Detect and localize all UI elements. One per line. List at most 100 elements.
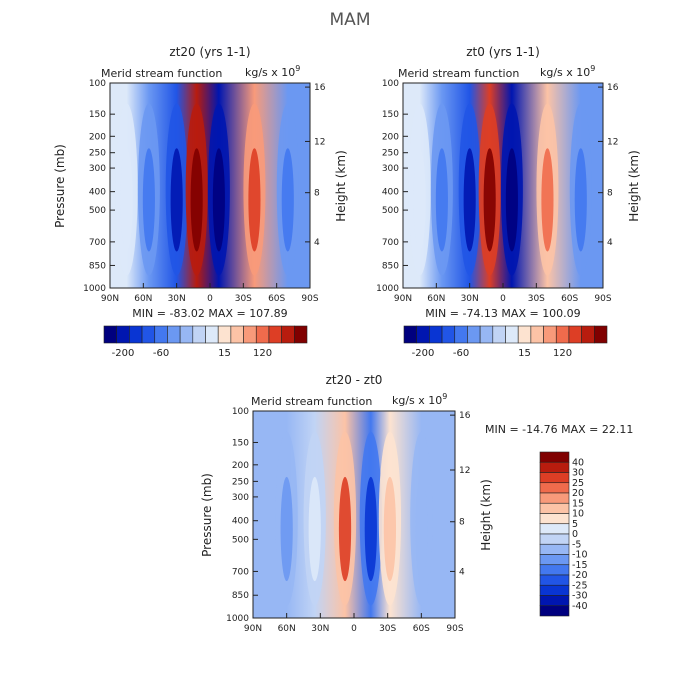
colorbar-label: -5 [572,539,581,550]
height-tick-label: 4 [459,567,465,577]
y-tick-label: 850 [232,591,249,601]
x-tick-label: 90S [446,624,463,634]
y-axis-label: Pressure (mb) [200,473,214,557]
colorbar-swatch [403,325,417,344]
colorbar [103,325,308,344]
colorbar-swatch [539,482,570,494]
colorbar-labels: -200 -60 15 120 [412,348,572,359]
colorbar-label: 15 [572,498,584,509]
contour-core [170,148,183,252]
contour-core [248,148,261,252]
y-tick-label: 250 [232,477,249,487]
colorbar-label: 25 [572,478,584,489]
contour-core [364,476,377,582]
x-tick-label: 60S [561,294,578,304]
contour-core [120,148,133,252]
colorbar-swatch [454,325,468,344]
stats-text: MIN = -83.02 MAX = 107.89 [132,307,287,320]
y-tick-label: 200 [382,132,399,142]
colorbar-swatch [594,325,608,344]
colorbar-swatch [416,325,430,344]
colorbar-swatch [179,325,194,344]
x-tick-label: 90S [594,294,611,304]
panel-title: zt0 (yrs 1-1) [466,45,540,59]
panel-zt20: zt20 (yrs 1-1) Merid stream function kg/… [53,45,348,359]
colorbar-swatch [539,543,570,555]
colorbar-swatch [167,325,181,344]
colorbar-label: 20 [572,488,584,499]
x-tick-label: 90N [394,294,412,304]
colorbar-label: -10 [572,550,588,561]
x-tick-label: 90S [301,294,318,304]
x-tick-label: 0 [351,624,357,634]
x-tick-label: 0 [207,294,213,304]
height-axis: 16 12 8 4 [598,83,619,248]
contour-core [483,148,496,252]
y-tick-label: 500 [232,535,249,545]
colorbar-label: -60 [453,348,469,359]
contour-core [435,148,448,252]
y-tick-label: 1000 [376,284,399,294]
colorbar-swatch [294,325,308,344]
x-tick-label: 30N [461,294,479,304]
colorbar-labels: -200 -60 15 120 [112,348,272,359]
colorbar-swatch [281,325,295,344]
height-tick-label: 8 [607,189,613,199]
panel-title: zt20 (yrs 1-1) [169,45,250,59]
colorbar-swatch [505,325,519,344]
colorbar-label: 15 [218,348,231,359]
y-tick-label: 700 [382,238,399,248]
colorbar-swatch [555,325,570,344]
y-tick-label: 400 [382,188,399,198]
colorbar-swatch [539,564,570,576]
panel-subtitle: Merid stream function [398,67,519,80]
colorbar-swatch [116,325,130,344]
y-tick-label: 400 [232,517,249,527]
x-tick-label: 30N [311,624,329,634]
colorbar [539,451,570,617]
panel-title: zt20 - zt0 [326,373,383,387]
colorbar-swatch [539,584,570,596]
contour-cells [115,103,299,276]
x-tick-label: 60N [427,294,445,304]
height-axis-label: Height (km) [627,150,641,221]
y-tick-label: 150 [382,110,399,120]
colorbar-swatch [539,533,570,545]
y-tick-label: 700 [232,567,249,577]
colorbar-swatch [530,325,544,344]
colorbar-swatch [539,451,570,463]
x-tick-label: 60S [268,294,285,304]
height-tick-label: 16 [607,83,619,93]
colorbar-swatch [539,605,570,617]
units-label: kg/s x 109 [540,64,595,79]
height-tick-label: 16 [314,83,326,93]
page-title: MAM [329,10,371,30]
colorbar-label: 120 [253,348,272,359]
colorbar-swatch [129,325,143,344]
contour-core [280,476,293,582]
contour-core [574,148,587,252]
colorbar-label: -30 [572,591,588,602]
x-tick-label: 60N [134,294,152,304]
x-tick-label: 0 [500,294,506,304]
colorbar-swatch [467,325,481,344]
panel-subtitle: Merid stream function [251,395,372,408]
y-axis: 100 150 200 250 300 400 500 700 850 1000 [376,79,408,294]
colorbar-swatch [581,325,595,344]
x-axis: 90N 60N 30N 0 30S 60S 90S [101,283,319,304]
panel-zt0: zt0 (yrs 1-1) Merid stream function kg/s… [376,45,641,359]
y-tick-label: 100 [89,79,106,89]
colorbar-swatch [539,472,570,484]
units-label: kg/s x 109 [245,64,300,79]
height-tick-label: 12 [459,466,470,476]
colorbar-swatch [539,502,570,514]
colorbar-swatch [539,492,570,504]
x-axis: 90N 60N 30N 0 30S 60S 90S [244,613,464,634]
colorbar-swatch [539,554,570,566]
y-tick-label: 300 [232,493,249,503]
colorbar-swatch [217,325,232,344]
contour-core [308,476,321,582]
x-tick-label: 60S [413,624,430,634]
